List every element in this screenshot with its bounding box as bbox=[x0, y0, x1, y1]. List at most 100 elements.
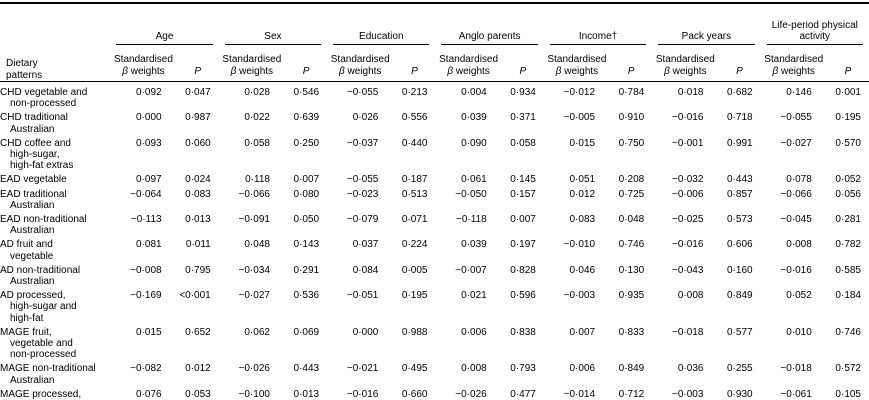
p-value-cell: 0·750 bbox=[618, 137, 645, 149]
p-value-cell: 0·224 bbox=[401, 239, 428, 251]
p-value-cell: 0·934 bbox=[510, 87, 536, 98]
p-value-cell: 0·746 bbox=[618, 239, 645, 251]
p-value-cell: 0·058 bbox=[510, 137, 536, 149]
beta-value-cell: 0·000 bbox=[352, 326, 379, 338]
row-label: EAD vegetable bbox=[0, 174, 67, 186]
beta-value-cell: 0·146 bbox=[786, 87, 812, 98]
standardised-beta-weights-header: Standardised β weights bbox=[327, 45, 394, 82]
group-header-income: Income† bbox=[544, 3, 652, 45]
p-value-header: P bbox=[718, 45, 761, 82]
beta-value-cell: −0·055 bbox=[346, 174, 379, 186]
beta-value-cell: 0·028 bbox=[244, 87, 270, 98]
subheader-row: Standardised β weights P Standardised β weig… bbox=[0, 45, 869, 82]
beta-value-cell: −0·113 bbox=[130, 214, 162, 226]
beta-value-cell: −0·025 bbox=[672, 214, 704, 226]
p-value-cell: 0·546 bbox=[293, 87, 320, 98]
beta-value-cell: 0·078 bbox=[786, 174, 812, 186]
p-value-cell: 0·050 bbox=[293, 214, 320, 226]
beta-value-cell: 0·061 bbox=[461, 174, 487, 186]
beta-value-cell: −0·082 bbox=[130, 363, 162, 375]
p-value-cell: 0·440 bbox=[401, 137, 428, 149]
beta-value-cell: −0·118 bbox=[456, 214, 487, 226]
p-value-cell: 0·782 bbox=[835, 239, 861, 251]
p-value-cell: 0·130 bbox=[618, 264, 645, 276]
p-value-cell: 0·828 bbox=[510, 264, 536, 276]
p-value-cell: 0·606 bbox=[727, 239, 753, 251]
p-value-cell: 0·001 bbox=[835, 87, 861, 98]
beta-value-cell: −0·006 bbox=[672, 188, 704, 200]
table-row: MAGE non-traditional Australian −0·082 0·… bbox=[0, 361, 869, 386]
standardised-beta-weights-header: Standardised β weights bbox=[110, 45, 177, 82]
beta-value-cell: 0·083 bbox=[569, 214, 596, 226]
group-label: Education bbox=[333, 31, 430, 45]
beta-value-cell: 0·051 bbox=[569, 174, 596, 186]
p-value-cell: 0·930 bbox=[727, 388, 753, 400]
p-value-cell: 0·195 bbox=[835, 112, 861, 124]
p-value-cell: 0·047 bbox=[185, 87, 211, 98]
beta-value-cell: 0·039 bbox=[461, 112, 487, 124]
beta-value-cell: 0·004 bbox=[461, 87, 487, 98]
p-value-cell: <0·001 bbox=[179, 290, 211, 302]
group-label: Anglo parents bbox=[441, 31, 538, 45]
beta-value-cell: 0·007 bbox=[569, 326, 596, 338]
row-label: AD fruit and vegetable bbox=[0, 239, 54, 262]
beta-value-cell: 0·000 bbox=[136, 112, 162, 124]
beta-value-cell: −0·045 bbox=[780, 214, 812, 226]
beta-value-cell: 0·022 bbox=[244, 112, 270, 124]
p-value-cell: 0·213 bbox=[401, 87, 428, 98]
p-value-cell: 0·725 bbox=[618, 188, 645, 200]
group-label: Pack years bbox=[658, 31, 755, 45]
p-value-cell: 0·443 bbox=[727, 174, 753, 186]
beta-value-cell: −0·050 bbox=[455, 188, 487, 200]
beta-value-cell: −0·169 bbox=[130, 290, 162, 302]
group-header-anglo-parents: Anglo parents bbox=[435, 3, 543, 45]
table-body: CHD vegetable and non-processed 0·092 0·0… bbox=[0, 82, 869, 400]
beta-value-cell: −0·018 bbox=[780, 363, 812, 375]
beta-value-cell: 0·008 bbox=[461, 363, 487, 375]
group-header-education: Education bbox=[327, 3, 435, 45]
group-header-physical-activity: Life-period physical activity bbox=[761, 3, 869, 45]
p-value-cell: 0·987 bbox=[185, 112, 211, 124]
table-row: EAD non-traditional Australian −0·113 0·0… bbox=[0, 212, 869, 237]
beta-value-cell: −0·008 bbox=[130, 264, 162, 276]
beta-value-cell: −0·023 bbox=[346, 188, 379, 200]
p-value-cell: 0·910 bbox=[618, 112, 645, 124]
group-label: Sex bbox=[224, 31, 322, 45]
p-value-cell: 0·208 bbox=[618, 174, 645, 186]
beta-value-cell: −0·064 bbox=[130, 188, 162, 200]
beta-value-cell: 0·118 bbox=[245, 174, 270, 186]
row-label: MAGE non-traditional Australian bbox=[0, 363, 96, 386]
beta-value-cell: −0·055 bbox=[346, 87, 379, 98]
p-value-cell: 0·011 bbox=[185, 239, 211, 251]
group-header-sex: Sex bbox=[219, 3, 327, 45]
row-label: AD processed, high-sugar and high-fat bbox=[0, 290, 77, 324]
p-value-cell: 0·056 bbox=[835, 188, 861, 200]
table-row: AD processed, high-sugar and high-fat −0… bbox=[0, 288, 869, 325]
beta-value-cell: 0·046 bbox=[569, 264, 596, 276]
beta-value-cell: −0·100 bbox=[238, 388, 270, 400]
beta-value-cell: 0·048 bbox=[244, 239, 270, 251]
beta-value-cell: 0·076 bbox=[136, 388, 162, 400]
beta-value-cell: 0·006 bbox=[569, 363, 596, 375]
p-value-cell: 0·570 bbox=[835, 137, 861, 149]
p-value-cell: 0·195 bbox=[401, 290, 428, 302]
beta-value-cell: 0·090 bbox=[461, 137, 487, 149]
beta-value-cell: 0·036 bbox=[677, 363, 704, 375]
beta-value-cell: −0·066 bbox=[238, 188, 270, 200]
beta-value-cell: 0·012 bbox=[569, 188, 596, 200]
beta-value-cell: 0·084 bbox=[352, 264, 379, 276]
beta-value-cell: 0·052 bbox=[786, 290, 812, 302]
beta-value-cell: 0·026 bbox=[352, 112, 379, 124]
beta-value-cell: −0·043 bbox=[672, 264, 704, 276]
p-value-cell: 0·712 bbox=[618, 388, 645, 400]
beta-value-cell: −0·027 bbox=[238, 290, 270, 302]
beta-value-cell: −0·034 bbox=[238, 264, 270, 276]
beta-value-cell: −0·016 bbox=[346, 388, 379, 400]
p-value-cell: 0·572 bbox=[835, 363, 861, 375]
beta-value-cell: −0·012 bbox=[563, 87, 596, 98]
table-row: CHD traditional Australian 0·000 0·987 0·0… bbox=[0, 110, 869, 135]
p-value-cell: 0·849 bbox=[618, 363, 645, 375]
p-value-cell: 0·793 bbox=[510, 363, 536, 375]
